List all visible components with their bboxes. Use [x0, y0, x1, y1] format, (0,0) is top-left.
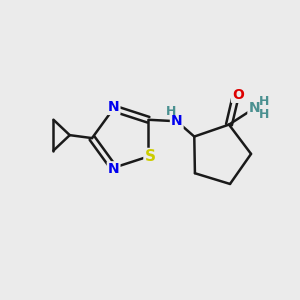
Text: N: N	[248, 101, 260, 115]
Text: O: O	[232, 88, 244, 102]
Text: N: N	[108, 100, 119, 114]
Text: S: S	[145, 149, 155, 164]
Text: H: H	[259, 95, 269, 108]
Text: H: H	[166, 105, 177, 118]
Text: N: N	[108, 162, 119, 176]
Text: H: H	[259, 108, 269, 121]
Text: N: N	[171, 114, 182, 128]
